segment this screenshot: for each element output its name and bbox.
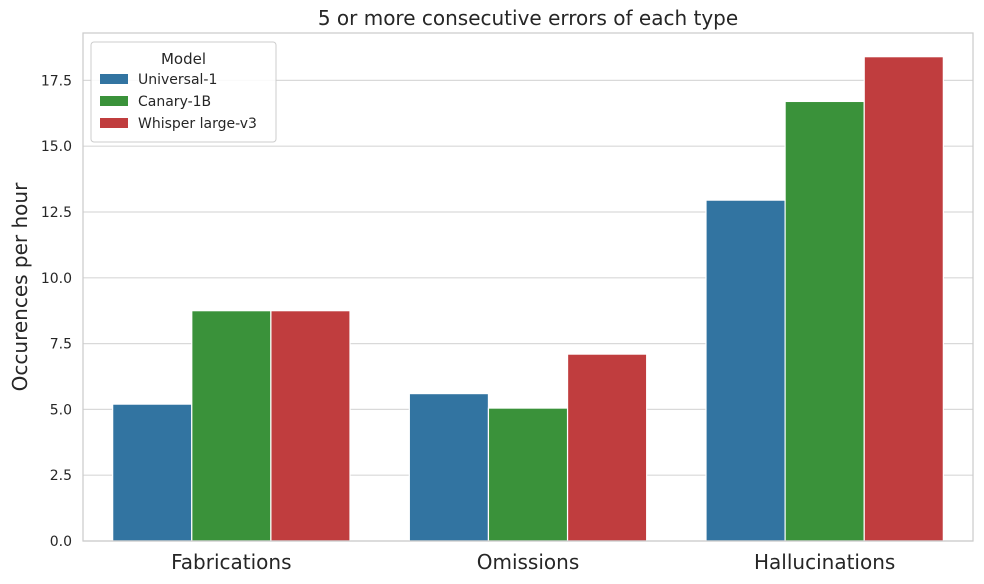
legend-label: Universal-1 — [138, 72, 217, 88]
x-tick-labels: Fabrications Omissions Hallucinations — [171, 550, 895, 574]
bar-hallucinations-canary-1b — [784, 100, 865, 542]
x-tick-label: Hallucinations — [754, 550, 895, 574]
x-tick-label: Fabrications — [171, 550, 291, 574]
y-tick-label: 7.5 — [50, 337, 72, 353]
bars — [112, 56, 944, 542]
y-tick-labels: 0.0 2.5 5.0 7.5 10.0 12.5 15.0 17.5 — [41, 73, 72, 550]
bar-fabrications-whisper-large-v3 — [270, 310, 351, 542]
plot-frame — [82, 32, 974, 542]
legend-swatch — [100, 96, 128, 106]
y-tick-label: 0.0 — [50, 534, 72, 550]
y-tick-label: 17.5 — [41, 73, 72, 89]
bar-hallucinations-universal-1 — [705, 199, 786, 542]
bar-omissions-whisper-large-v3 — [566, 353, 648, 542]
y-axis-label: Occurences per hour — [8, 182, 32, 391]
x-tick-label: Omissions — [477, 550, 580, 574]
y-tick-label: 5.0 — [50, 402, 72, 418]
legend: Model Universal-1 Canary-1B Whisper large-v… — [90, 41, 277, 143]
chart-title: 5 or more consecutive errors of each typ… — [318, 6, 738, 30]
y-tick-label: 2.5 — [50, 468, 72, 484]
legend-label: Canary-1B — [138, 94, 211, 110]
legend-swatch — [100, 118, 128, 128]
y-tick-label: 12.5 — [41, 205, 72, 221]
legend-title: Model — [161, 50, 206, 68]
legend-swatch — [100, 74, 128, 84]
legend-label: Whisper large-v3 — [138, 116, 257, 132]
bar-omissions-universal-1 — [408, 393, 490, 542]
y-tick-label: 10.0 — [41, 271, 72, 287]
bar-fabrications-canary-1b — [191, 310, 272, 542]
legend-box — [90, 41, 277, 143]
y-tick-label: 15.0 — [41, 139, 72, 155]
bar-fabrications-universal-1 — [112, 403, 193, 542]
bar-hallucinations-whisper-large-v3 — [863, 56, 944, 542]
bar-omissions-canary-1b — [487, 407, 569, 542]
